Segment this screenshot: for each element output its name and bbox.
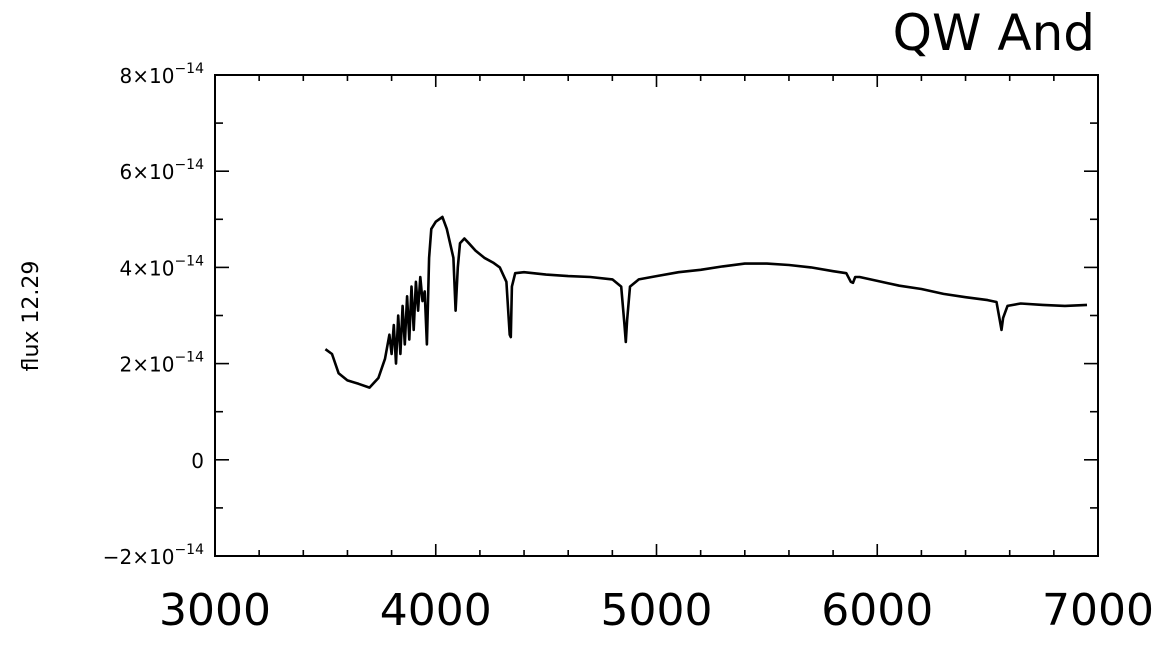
y-tick-label: 2×10−14 <box>120 350 205 377</box>
x-tick-label: 4000 <box>380 585 492 636</box>
spectrum-line <box>324 215 1088 389</box>
plot-area: 3000 4000 5000 6000 7000 −2×10−14 0 2×10−14 4×10… <box>103 61 1154 636</box>
plot-frame <box>214 74 1099 557</box>
x-tick-label: 6000 <box>821 585 933 636</box>
y-tick-label: 8×10−14 <box>120 61 205 88</box>
x-tick-label: 5000 <box>601 585 713 636</box>
y-tick-label: 4×10−14 <box>120 253 205 280</box>
y-tick-label: −2×10−14 <box>103 542 204 569</box>
y-tick-label: 0 <box>191 449 204 473</box>
x-tick-label: 7000 <box>1042 585 1154 636</box>
y-tick-label: 6×10−14 <box>120 157 205 184</box>
x-tick-label: 3000 <box>159 585 271 636</box>
y-axis-label: flux 12.29 <box>19 261 44 372</box>
chart-title: QW And <box>893 4 1095 62</box>
